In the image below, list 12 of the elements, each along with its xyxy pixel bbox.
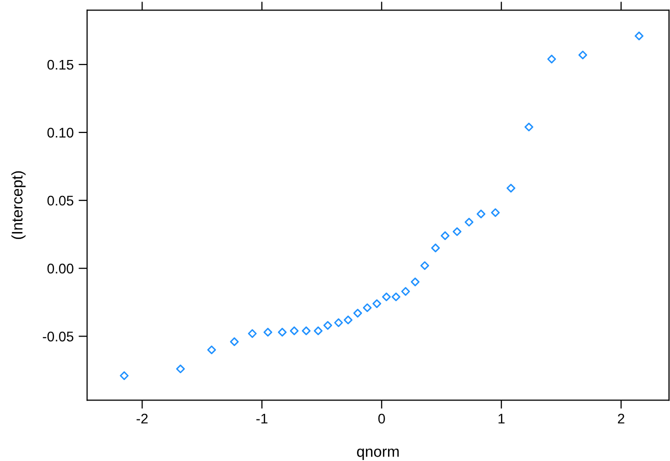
y-tick-label: -0.05 <box>42 332 74 342</box>
x-tick-label: -2 <box>136 414 148 424</box>
x-axis-title: qnorm <box>357 448 399 460</box>
y-tick-label: 0.00 <box>47 264 74 274</box>
y-axis-title: (Intercept) <box>11 171 26 240</box>
x-tick-label: -1 <box>256 414 268 424</box>
y-tick-label: 0.05 <box>47 196 74 206</box>
x-tick-label: 1 <box>498 414 505 424</box>
x-tick-label: 2 <box>618 414 624 424</box>
x-tick-label: 0 <box>378 414 385 424</box>
y-tick-label: 0.10 <box>47 128 74 138</box>
y-tick-label: 0.15 <box>47 60 74 70</box>
